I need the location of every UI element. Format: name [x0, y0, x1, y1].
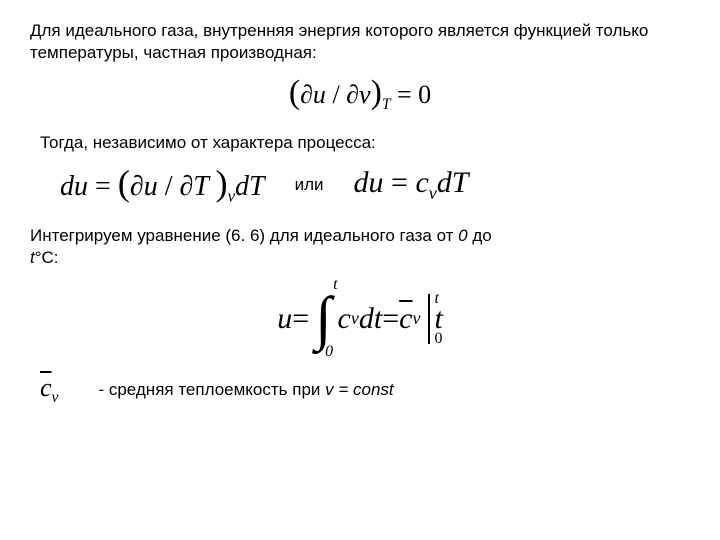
eq2a-pT: ∂T: [180, 171, 216, 202]
eq3-int-bot: 0: [325, 343, 333, 361]
eq2a-dT: dT: [235, 171, 265, 202]
eq3-eval-top: t: [434, 290, 438, 308]
cv-v: v: [52, 389, 59, 406]
eq3-subv2: v: [412, 308, 420, 329]
eq2b-cv: c: [415, 166, 428, 199]
eq1-lparen: (: [289, 74, 300, 111]
eq1-rparen: ): [371, 74, 382, 111]
eq3-eq1: =: [292, 302, 309, 336]
eq3-dt: dt: [359, 302, 382, 336]
eq1-subT: T: [382, 96, 391, 113]
eq3-eq2: =: [382, 302, 399, 336]
or-word: или: [295, 175, 324, 195]
equation-2a: du = (∂u / ∂T )vdT: [60, 162, 265, 207]
equation-3: u = ∫ t 0 cvdt = cv t 0 t: [30, 284, 690, 353]
eq1-eq0: = 0: [391, 80, 432, 109]
eval-bar: t 0: [428, 294, 430, 344]
eq3-int-top: t: [333, 276, 337, 294]
para3-c: °С:: [35, 248, 59, 267]
paragraph-2: Тогда, независимо от характера процесса:: [40, 132, 690, 154]
paragraph-3: Интегрируем уравнение (6. 6) для идеальн…: [30, 225, 690, 269]
eq2b-eq: =: [384, 166, 416, 199]
eq2b-subv: v: [429, 183, 437, 203]
eq2b-dT: dT: [437, 166, 469, 199]
eq3-u: u: [277, 302, 292, 336]
equation-1: (∂u / ∂v)T = 0: [30, 74, 690, 114]
eq2a-lparen: (: [118, 163, 130, 203]
eq1-dv: ∂v: [346, 80, 370, 109]
eq2a-rparen: ): [215, 163, 227, 203]
cv-c: c: [40, 373, 52, 402]
integral-symbol: ∫ t 0: [315, 284, 331, 353]
eq3-eval-bot: 0: [434, 330, 442, 348]
eq1-du: ∂u: [300, 80, 326, 109]
para4-a: - средняя теплоемкость при: [98, 380, 325, 399]
para3-a: Интегрируем уравнение (6. 6) для идеальн…: [30, 226, 458, 245]
eq2b-du: du: [354, 166, 384, 199]
cv-bar-symbol: cv: [40, 373, 58, 407]
paragraph-4: - средняя теплоемкость при v = const: [98, 380, 393, 400]
eq2a-eq: =: [88, 171, 118, 202]
eq3-subv: v: [351, 308, 359, 329]
eq1-slash: /: [326, 80, 346, 109]
eq3-cbar: c: [399, 302, 412, 336]
equation-2b: du = cvdT: [354, 166, 469, 204]
bottom-row: cv - средняя теплоемкость при v = const: [30, 373, 690, 407]
eq2a-slash: /: [158, 171, 180, 202]
paragraph-1: Для идеального газа, внутренняя энергия …: [30, 20, 690, 64]
eq2a-du: du: [60, 171, 88, 202]
eq3-cv: c: [338, 302, 351, 336]
para3-b: до: [468, 226, 492, 245]
eq2a-pu: ∂u: [130, 171, 158, 202]
equation-2-row: du = (∂u / ∂T )vdT или du = cvdT: [60, 162, 690, 207]
para4-v: v = const: [325, 380, 394, 399]
para3-zero: 0: [458, 226, 467, 245]
eq2a-subv: v: [228, 187, 235, 206]
